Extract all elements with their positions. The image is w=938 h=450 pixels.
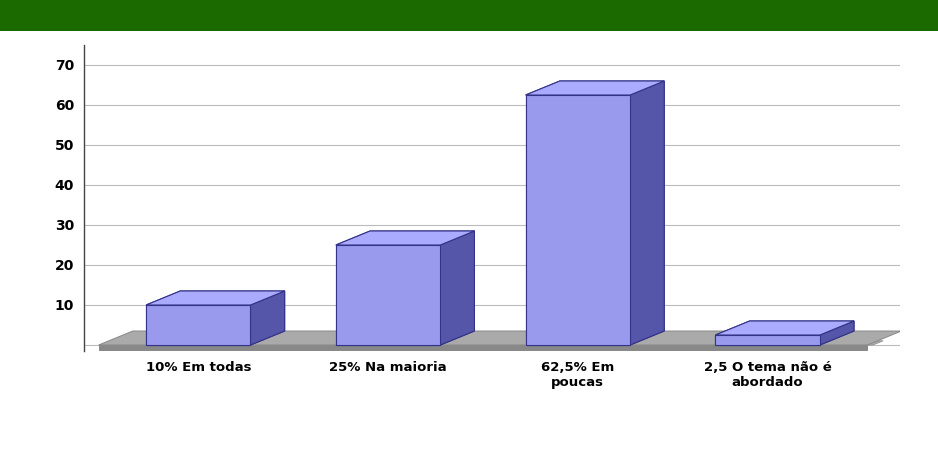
Polygon shape bbox=[525, 81, 664, 95]
Polygon shape bbox=[630, 81, 664, 345]
Polygon shape bbox=[820, 321, 854, 345]
Polygon shape bbox=[336, 245, 440, 345]
Polygon shape bbox=[98, 331, 901, 345]
Polygon shape bbox=[146, 305, 250, 345]
Polygon shape bbox=[128, 341, 884, 345]
Polygon shape bbox=[630, 81, 664, 345]
Polygon shape bbox=[336, 245, 440, 345]
Polygon shape bbox=[250, 291, 284, 345]
Polygon shape bbox=[336, 231, 475, 245]
Polygon shape bbox=[146, 305, 250, 345]
Polygon shape bbox=[525, 95, 630, 345]
Polygon shape bbox=[440, 231, 475, 345]
Polygon shape bbox=[716, 321, 854, 335]
Polygon shape bbox=[716, 335, 820, 345]
Polygon shape bbox=[716, 321, 854, 335]
Polygon shape bbox=[440, 231, 475, 345]
Polygon shape bbox=[336, 231, 475, 245]
Polygon shape bbox=[716, 335, 820, 345]
Polygon shape bbox=[250, 291, 284, 345]
Polygon shape bbox=[525, 81, 664, 95]
Polygon shape bbox=[146, 291, 284, 305]
Polygon shape bbox=[525, 95, 630, 345]
Polygon shape bbox=[820, 321, 854, 345]
Polygon shape bbox=[98, 345, 868, 350]
Polygon shape bbox=[146, 291, 284, 305]
